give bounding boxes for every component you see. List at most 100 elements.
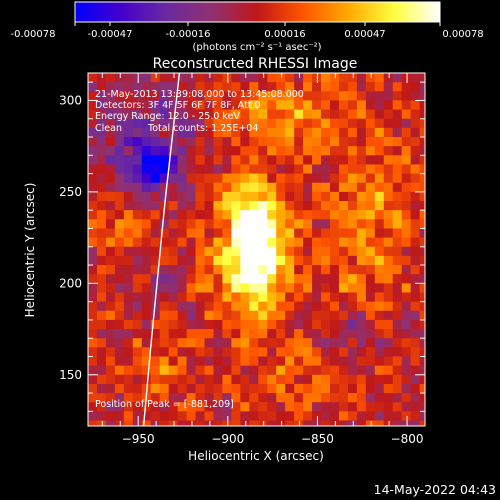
image-pixel [168, 374, 179, 385]
image-pixel [294, 402, 304, 412]
image-pixel [312, 283, 322, 294]
image-pixel [365, 383, 376, 394]
image-pixel [222, 164, 232, 175]
image-pixel [177, 374, 188, 385]
image-pixel [303, 210, 313, 220]
image-pixel [365, 347, 376, 358]
image-pixel [329, 356, 340, 367]
image-pixel [329, 274, 340, 284]
image-pixel [401, 137, 412, 147]
image-pixel [114, 137, 125, 147]
image-pixel [401, 301, 412, 312]
image-pixel [374, 237, 385, 248]
image-pixel [429, 430, 439, 440]
image-pixel [195, 246, 206, 257]
image-pixel [338, 146, 349, 156]
image-pixel [123, 182, 134, 193]
image-pixel [392, 265, 403, 275]
image-pixel [249, 356, 259, 367]
image-pixel [231, 319, 241, 330]
image-pixel [186, 219, 197, 230]
image-pixel [96, 137, 107, 147]
image-pixel [231, 137, 241, 147]
image-pixel [186, 173, 197, 184]
image-pixel [150, 109, 161, 120]
image-pixel [195, 383, 206, 394]
image-pixel [258, 210, 268, 220]
image-pixel [285, 127, 295, 138]
image-pixel [204, 137, 215, 147]
image-pixel [168, 310, 179, 321]
image-pixel [168, 383, 179, 394]
image-pixel [88, 356, 98, 367]
image-pixel [105, 319, 116, 330]
image-pixel [285, 91, 295, 102]
colorbar-unit-label: (photons cm⁻² s⁻¹ asec⁻²) [192, 42, 321, 53]
image-pixel [249, 383, 259, 394]
image-pixel [365, 100, 376, 111]
image-pixel [240, 210, 250, 220]
image-pixel [141, 255, 152, 266]
image-pixel [276, 347, 286, 358]
image-pixel [303, 82, 313, 92]
image-pixel [186, 310, 197, 321]
image-pixel [321, 374, 331, 385]
image-pixel [347, 402, 358, 412]
image-pixel [88, 164, 98, 175]
image-pixel [186, 283, 197, 294]
image-pixel [88, 329, 98, 339]
image-pixel [329, 109, 340, 120]
image-pixel [329, 319, 340, 330]
image-pixel [312, 310, 322, 321]
image-pixel [303, 173, 313, 184]
image-pixel [186, 347, 197, 358]
image-pixel [88, 402, 98, 412]
image-pixel [240, 383, 250, 394]
image-pixel [123, 255, 134, 266]
image-pixel [374, 109, 385, 120]
image-pixel [96, 164, 107, 175]
image-pixel [267, 274, 277, 284]
image-pixel [123, 283, 134, 294]
image-pixel [356, 191, 367, 202]
image-pixel [132, 265, 143, 275]
image-pixel [96, 100, 107, 111]
image-pixel [213, 127, 224, 138]
image-pixel [329, 420, 340, 426]
colorbar-gradient [74, 1, 441, 23]
image-pixel [132, 73, 143, 83]
image-pixel [249, 137, 259, 147]
image-pixel [141, 356, 152, 367]
image-pixels [88, 73, 439, 440]
image-pixel [347, 82, 358, 92]
image-pixel [429, 155, 439, 165]
image-pixel [114, 155, 125, 166]
image-pixel [419, 338, 425, 348]
image-pixel [88, 338, 98, 348]
image-pixel [88, 411, 98, 422]
image-pixel [285, 164, 295, 175]
image-pixel [365, 219, 376, 230]
image-pixel [204, 338, 215, 348]
image-pixel [88, 118, 98, 129]
image-pixel [96, 109, 107, 120]
image-pixel [213, 73, 224, 83]
image-pixel [96, 329, 107, 339]
image-pixel [276, 365, 286, 376]
chart-title: Reconstructed RHESSI Image [153, 56, 358, 72]
image-pixel [88, 137, 98, 147]
image-pixel [419, 274, 425, 284]
image-pixel [105, 155, 116, 166]
image-pixel [410, 182, 421, 193]
image-pixel [105, 182, 116, 193]
image-pixel [329, 411, 340, 422]
image-pixel [123, 91, 134, 102]
image-pixel [177, 146, 188, 156]
image-pixel [123, 338, 134, 348]
image-pixel [374, 210, 385, 220]
image-pixel [141, 73, 152, 83]
image-pixel [123, 292, 134, 303]
image-pixel [168, 402, 179, 412]
image-pixel [141, 91, 152, 102]
image-pixel [419, 292, 425, 303]
